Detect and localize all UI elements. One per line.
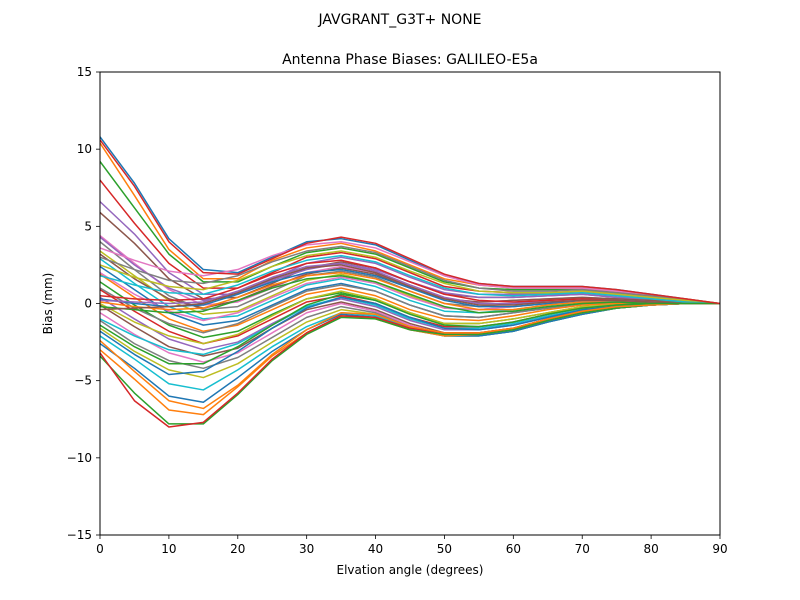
x-tick-label: 80 <box>643 542 658 556</box>
x-tick-label: 50 <box>437 542 452 556</box>
series-line-1 <box>100 136 720 305</box>
x-axis: 0 10 20 30 40 50 60 70 80 90 <box>96 535 728 556</box>
series-line-44 <box>100 139 720 305</box>
chart-title: Antenna Phase Biases: GALILEO-E5a <box>282 52 538 68</box>
y-tick-label: 0 <box>84 297 92 311</box>
x-tick-label: 10 <box>161 542 176 556</box>
y-tick-label: 5 <box>84 219 92 233</box>
x-tick-label: 30 <box>299 542 314 556</box>
series-line-37 <box>100 241 720 305</box>
x-tick-label: 20 <box>230 542 245 556</box>
x-tick-label: 60 <box>506 542 521 556</box>
series-line-39 <box>100 250 720 305</box>
series-line-36 <box>100 264 720 311</box>
x-tick-label: 0 <box>96 542 104 556</box>
series-line-40 <box>100 254 720 305</box>
series-line-42 <box>100 302 720 410</box>
y-axis: −15 −10 −5 0 5 10 15 <box>67 65 100 542</box>
x-tick-label: 70 <box>575 542 590 556</box>
x-tick-label: 40 <box>368 542 383 556</box>
y-tick-label: −10 <box>67 451 92 465</box>
series-line-33 <box>100 274 720 314</box>
y-tick-label: −15 <box>67 528 92 542</box>
x-tick-label: 90 <box>712 542 727 556</box>
series-line-12 <box>100 273 720 333</box>
y-tick-label: −5 <box>74 374 92 388</box>
figure-suptitle: JAVGRANT_G3T+ NONE <box>317 12 481 28</box>
series-line-23 <box>100 302 720 425</box>
x-axis-label: Elvation angle (degrees) <box>337 563 484 577</box>
series-line-43 <box>100 293 720 365</box>
y-axis-label: Bias (mm) <box>41 273 55 335</box>
series-line-2 <box>100 142 720 305</box>
series-layer <box>100 136 720 428</box>
y-tick-label: 10 <box>77 142 92 156</box>
series-line-38 <box>100 245 720 305</box>
y-tick-label: 15 <box>77 65 92 79</box>
